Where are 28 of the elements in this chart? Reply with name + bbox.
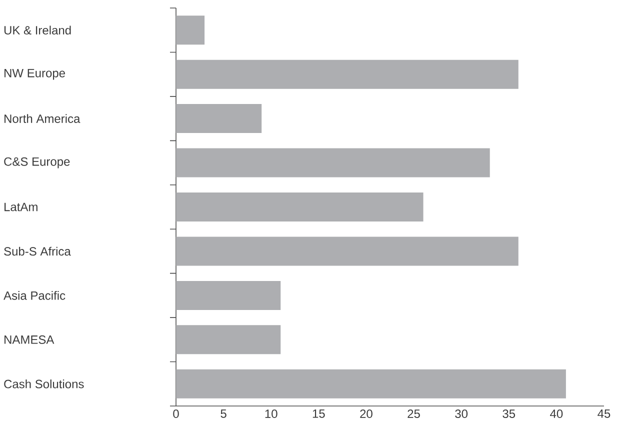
y-tick-label: Asia Pacific: [4, 291, 66, 300]
bar: [176, 369, 566, 398]
y-tick-label: NAMESA: [4, 335, 54, 344]
bar: [176, 60, 518, 89]
bar: [176, 104, 262, 134]
y-tick-label: UK & Ireland: [4, 26, 71, 35]
y-tick-label: LatAm: [4, 202, 38, 212]
x-tick-label: 40: [550, 410, 563, 418]
x-tick-label: 20: [360, 410, 372, 418]
bar: [176, 148, 490, 178]
x-tick-label: 10: [265, 410, 278, 418]
y-tick-label: Cash Solutions: [4, 379, 84, 388]
bar: [176, 192, 424, 222]
bar: [176, 325, 281, 354]
x-tick-label: 35: [502, 410, 516, 418]
bar: [176, 236, 518, 266]
x-tick-label: 45: [598, 410, 610, 418]
bar: [176, 16, 205, 45]
y-tick-label: NW Europe: [4, 68, 65, 80]
y-tick-label: C&S Europe: [4, 157, 70, 168]
x-tick-label: 30: [455, 410, 468, 418]
x-tick-label: 0: [173, 410, 179, 418]
y-tick-label: Sub-S Africa: [4, 246, 71, 256]
x-tick-label: 25: [408, 410, 420, 418]
bar: [176, 280, 281, 310]
y-tick-label: North America: [4, 114, 80, 123]
x-tick-label: 15: [312, 410, 325, 418]
x-tick-label: 5: [220, 410, 226, 418]
